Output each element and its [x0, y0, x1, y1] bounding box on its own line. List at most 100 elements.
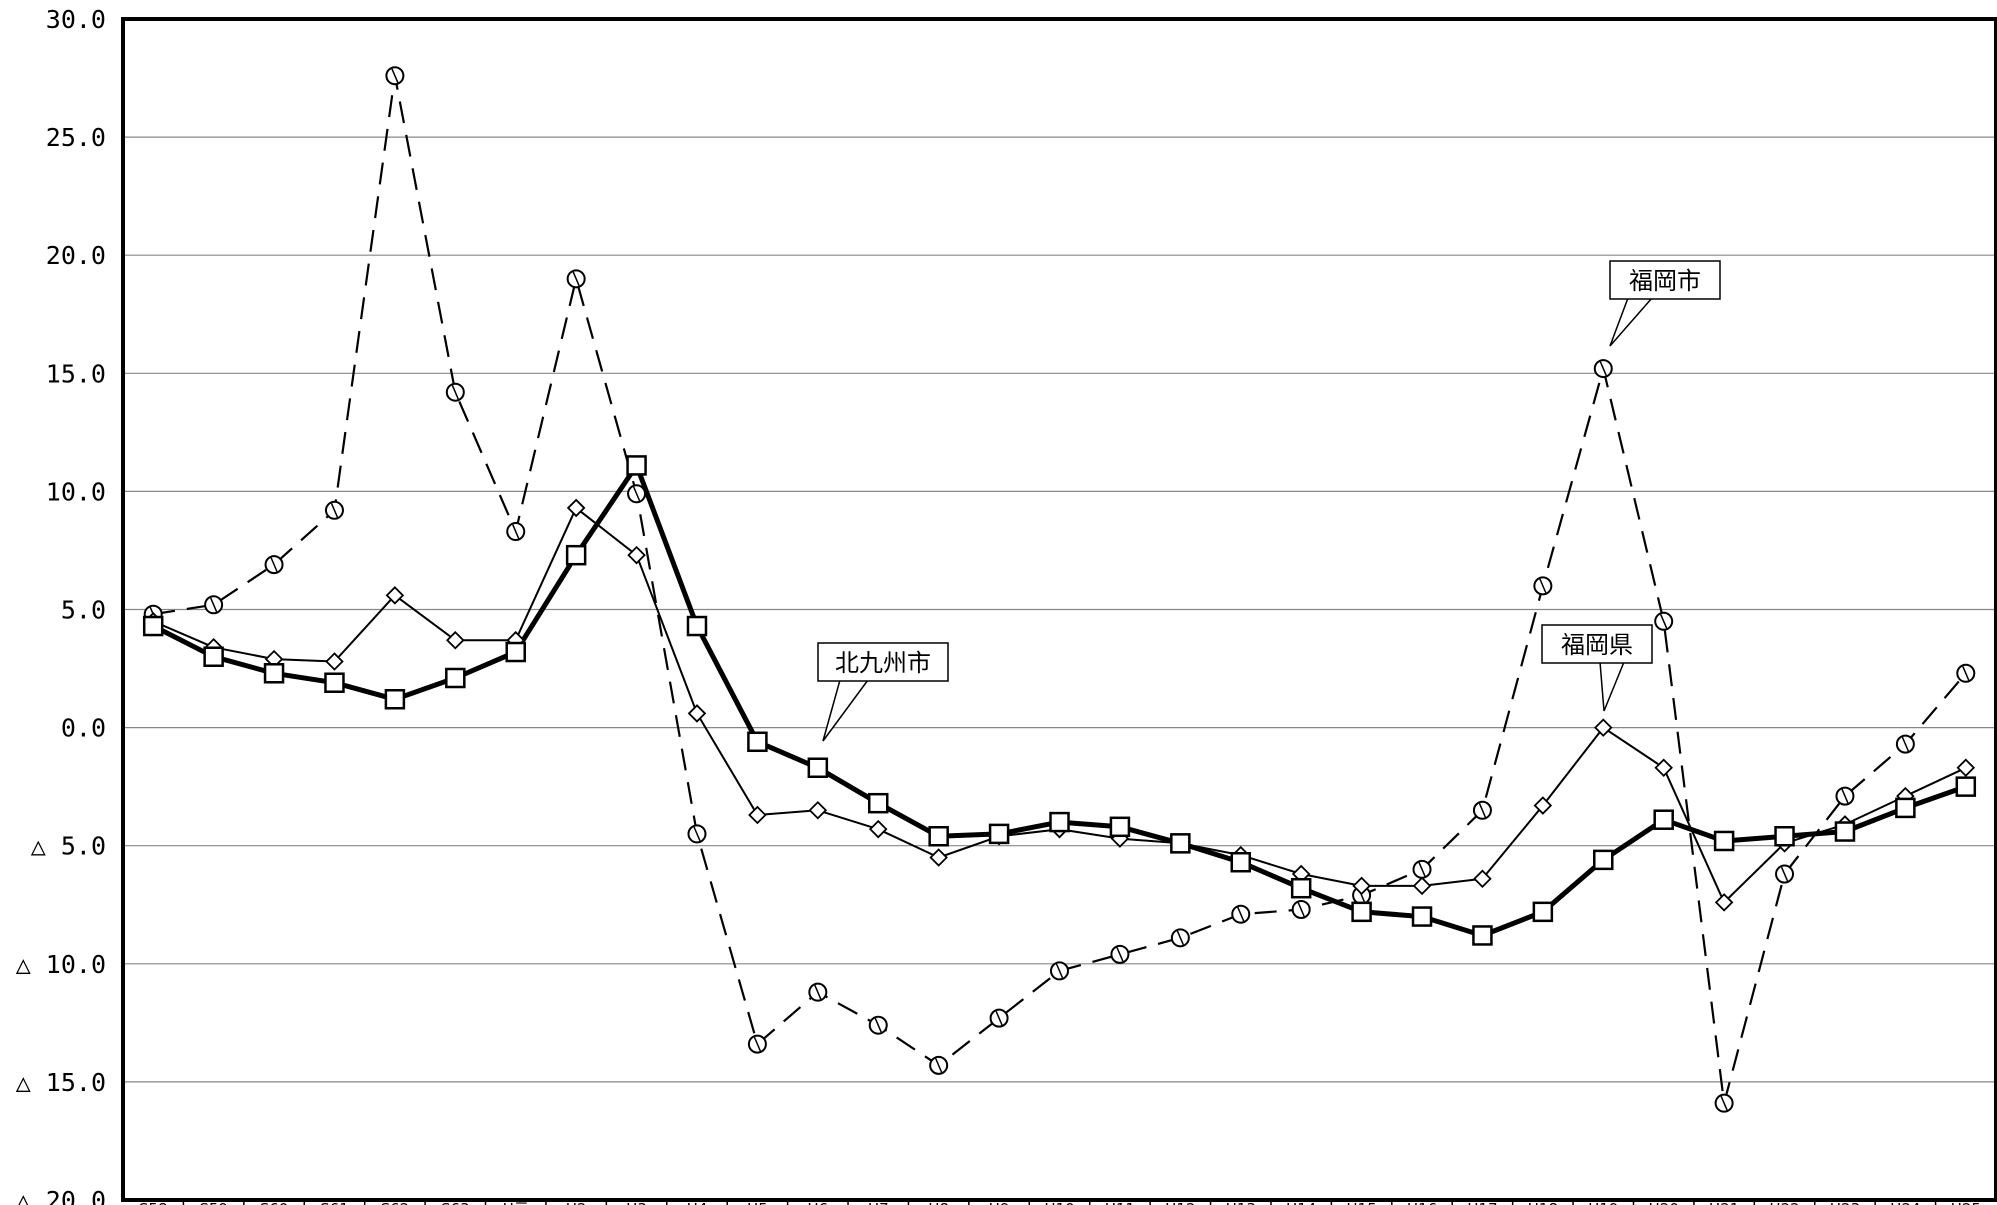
x-tick-label: H24	[1890, 1200, 1920, 1205]
point-marker-slash	[1720, 1095, 1728, 1111]
point-marker-diamond	[1714, 893, 1734, 912]
y-tick-label: △ 5.0	[31, 832, 106, 861]
point-marker-slash	[1539, 578, 1547, 594]
point-marker-diamond	[325, 652, 344, 671]
point-marker-square	[1653, 809, 1674, 830]
x-tick-label: H11	[1105, 1200, 1135, 1205]
callouts: 北九州市 福岡県 福岡市	[817, 260, 1721, 742]
point-marker-diamond	[687, 704, 707, 723]
point-marker-slash	[1962, 665, 1970, 681]
point-marker-slash	[1660, 614, 1668, 629]
point-marker-square	[626, 455, 647, 476]
point-marker-slash	[1478, 802, 1487, 818]
x-tick-label: H14	[1286, 1200, 1316, 1205]
point-marker-diamond	[808, 800, 828, 820]
x-tick-label: H23	[1830, 1200, 1860, 1205]
point-marker-square	[505, 641, 526, 663]
gridlines	[123, 136, 1996, 1083]
x-tick-label: H6	[807, 1200, 828, 1205]
y-tick-label: 10.0	[46, 477, 106, 506]
callout-北九州市: 北九州市	[817, 642, 949, 742]
x-tick-label: S61	[320, 1200, 349, 1205]
point-marker-square	[1713, 830, 1735, 852]
point-marker-diamond	[1956, 758, 1976, 778]
point-marker-slash	[753, 1036, 762, 1052]
point-marker-diamond	[748, 805, 767, 825]
point-marker-square	[1532, 901, 1554, 923]
point-marker-diamond	[627, 545, 646, 565]
x-tick-label: S63	[441, 1200, 470, 1205]
point-marker-diamond	[1412, 876, 1432, 896]
y-tick-label: △ 15.0	[16, 1068, 106, 1097]
x-tick-label: H15	[1346, 1200, 1376, 1205]
point-marker-square	[1411, 906, 1433, 927]
point-marker-square	[1170, 833, 1191, 854]
plot-frame	[121, 17, 1997, 1202]
x-tick-label: H12	[1165, 1200, 1195, 1205]
point-marker-slash	[1418, 862, 1426, 877]
callout-box	[1609, 260, 1721, 300]
x-tick-label: H22	[1769, 1200, 1799, 1205]
point-marker-slash	[934, 1058, 943, 1073]
point-marker-square	[324, 672, 345, 693]
point-marker-square	[1290, 877, 1312, 899]
point-marker-slash	[1599, 361, 1607, 376]
point-marker-slash	[814, 984, 822, 1000]
point-marker-square	[1955, 776, 1977, 797]
point-marker-slash	[391, 68, 399, 83]
point-marker-slash	[572, 271, 580, 287]
point-marker-square	[1472, 925, 1493, 946]
x-tick-label: H4	[687, 1200, 708, 1205]
y-tick-label: 5.0	[61, 596, 106, 625]
point-marker-slash	[330, 503, 339, 518]
x-tick-label: H8	[928, 1200, 949, 1205]
point-marker-square	[747, 731, 768, 753]
y-tick-label: 25.0	[46, 123, 106, 152]
callout-福岡市: 福岡市	[1609, 260, 1721, 347]
x-tick-label: H20	[1649, 1200, 1679, 1205]
point-marker-square	[1593, 849, 1614, 871]
point-marker-diamond	[1533, 796, 1553, 815]
point-marker-square	[142, 615, 164, 637]
x-tick-label: H16	[1407, 1200, 1437, 1205]
x-tick-label: H13	[1226, 1200, 1256, 1205]
point-marker-slash	[1055, 963, 1064, 979]
point-marker-diamond	[385, 586, 405, 605]
y-tick-label: △ 20.0	[16, 1186, 106, 1205]
x-tick-label: H7	[868, 1200, 889, 1205]
point-marker-diamond	[929, 848, 948, 867]
point-marker-square	[928, 826, 949, 847]
point-marker-diamond	[566, 498, 586, 518]
point-marker-square	[1049, 811, 1070, 833]
point-marker-square	[445, 667, 466, 689]
point-marker-slash	[632, 486, 641, 502]
point-marker-square	[1895, 797, 1916, 819]
y-tick-label: 20.0	[46, 241, 106, 270]
y-tick-label: 0.0	[61, 714, 106, 743]
x-tick-label: H25	[1951, 1200, 1981, 1205]
point-marker-slash	[1901, 736, 1910, 752]
point-marker-diamond	[446, 630, 465, 650]
callout-label: 福岡県	[1561, 631, 1633, 659]
point-marker-square	[1774, 826, 1795, 847]
point-marker-slash	[451, 384, 459, 400]
x-tick-label: S60	[260, 1200, 289, 1205]
point-marker-square	[686, 615, 708, 637]
x-tick-label: H18	[1528, 1200, 1558, 1205]
callout-box	[817, 642, 949, 682]
point-marker-slash	[1297, 902, 1305, 917]
point-marker-slash	[693, 826, 701, 842]
point-marker-square	[1351, 901, 1372, 923]
point-marker-square	[1109, 816, 1131, 838]
callout-label: 北九州市	[835, 649, 931, 677]
point-marker-square	[988, 823, 1010, 845]
point-marker-square	[1834, 821, 1856, 842]
callout-福岡県: 福岡県	[1541, 624, 1653, 712]
x-axis-labels: S58 S59 S60 S61 S62 S63 H元 H2 H3 H4 H5 H6 H7 H8 H9 H10 H…	[139, 1200, 1981, 1205]
x-tick-label: H5	[747, 1200, 768, 1205]
series-markers	[142, 66, 1977, 1113]
point-marker-diamond	[1473, 869, 1492, 889]
point-marker-slash	[1841, 788, 1849, 804]
